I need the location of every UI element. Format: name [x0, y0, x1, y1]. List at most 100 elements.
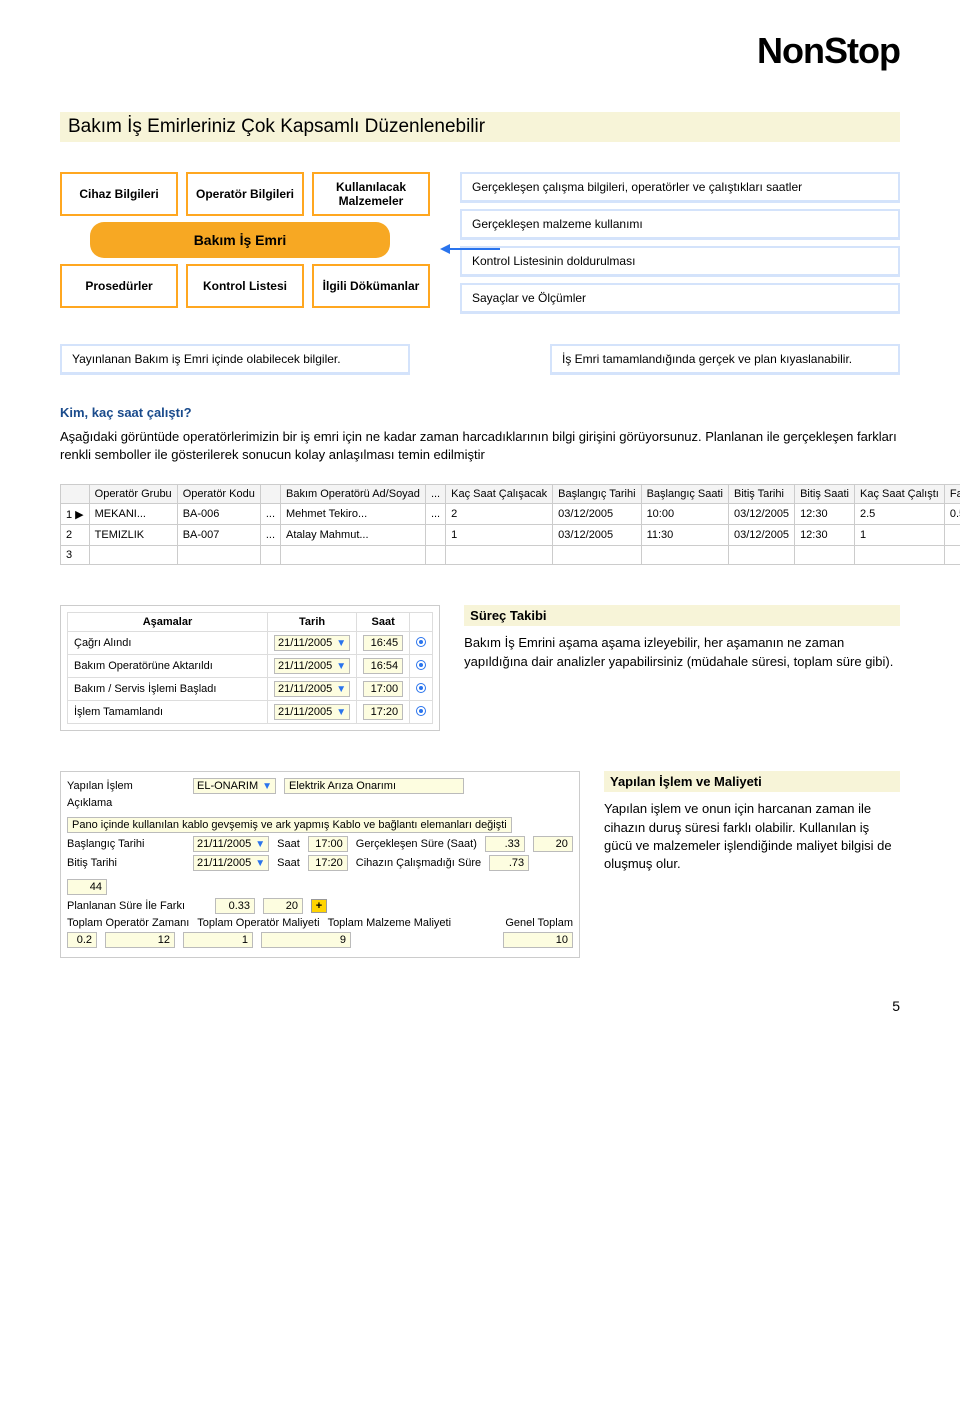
op-td: 03/12/2005 — [729, 504, 795, 525]
op-td: Mehmet Tekiro... — [281, 504, 426, 525]
op-td — [944, 525, 960, 546]
lbl-yapilan: Yapılan İşlem — [67, 780, 185, 792]
stages-shot: Aşamalar Tarih Saat Çağrı Alındı21/11/20… — [60, 605, 440, 731]
c-m: 44 — [67, 879, 107, 895]
stage-time[interactable]: 16:45 — [357, 632, 410, 655]
op-td: 12:30 — [795, 504, 855, 525]
op-td: ... — [260, 504, 280, 525]
bit-tarih-dd[interactable]: 21/11/2005▼ — [193, 855, 269, 871]
arrow-icon — [440, 242, 500, 256]
op-td — [553, 546, 641, 565]
op-td: 2.5 — [854, 504, 944, 525]
page-title: Bakım İş Emirleriniz Çok Kapsamlı Düzenl… — [60, 112, 900, 142]
op-td: 11:30 — [641, 525, 728, 546]
op-td: Atalay Mahmut... — [281, 525, 426, 546]
radio-dot-icon[interactable] — [410, 655, 433, 678]
section-body: Aşağıdaki görüntüde operatörlerimizin bi… — [60, 428, 900, 464]
radio-dot-icon[interactable] — [410, 678, 433, 701]
pf-b: 20 — [263, 898, 303, 914]
lbl-aciklama: Açıklama — [67, 797, 185, 809]
bas-saat[interactable]: 17:00 — [308, 836, 348, 852]
op-td: 2 — [61, 525, 90, 546]
op-td: 3 — [61, 546, 90, 565]
right-note-0: Gerçekleşen çalışma bilgileri, operatörl… — [460, 172, 900, 203]
op-td — [177, 546, 260, 565]
op-td: 2 — [446, 504, 553, 525]
right-note-3: Sayaçlar ve Ölçümler — [460, 283, 900, 314]
diag-bot-2: İlgili Dökümanlar — [312, 264, 430, 308]
op-td: 10:00 — [641, 504, 728, 525]
lbl-baslangic: Başlangıç Tarihi — [67, 838, 185, 850]
op-td: BA-007 — [177, 525, 260, 546]
op-td: 03/12/2005 — [729, 525, 795, 546]
op-td: ... — [260, 525, 280, 546]
stage-date[interactable]: 21/11/2005▼ — [268, 701, 357, 724]
stage-name: Çağrı Alındı — [68, 632, 268, 655]
op-td: 03/12/2005 — [553, 504, 641, 525]
stage-date[interactable]: 21/11/2005▼ — [268, 678, 357, 701]
op-th: Başlangıç Tarihi — [553, 485, 641, 504]
stages-h0: Aşamalar — [68, 613, 268, 632]
lbl-bitis: Bitiş Tarihi — [67, 857, 185, 869]
op-th: Kaç Saat Çalıştı — [854, 485, 944, 504]
stages-h1: Tarih — [268, 613, 357, 632]
stages-side-body: Bakım İş Emrini aşama aşama izleyebilir,… — [464, 634, 900, 670]
op-td — [795, 546, 855, 565]
radio-dot-icon[interactable] — [410, 701, 433, 724]
job-shot: Yapılan İşlem EL-ONARIM▼ Elektrik Arıza … — [60, 771, 580, 958]
table-row: İşlem Tamamlandı21/11/2005▼17:20 — [68, 701, 433, 724]
operator-table: Operatör GrubuOperatör KoduBakım Operatö… — [60, 484, 960, 565]
lbl-genel: Genel Toplam — [505, 917, 573, 929]
right-note-1: Gerçekleşen malzeme kullanımı — [460, 209, 900, 240]
op-td — [854, 546, 944, 565]
op-th: Bitiş Tarihi — [729, 485, 795, 504]
section-question: Kim, kaç saat çalıştı? — [60, 405, 900, 420]
op-th — [61, 485, 90, 504]
stage-date[interactable]: 21/11/2005▼ — [268, 632, 357, 655]
stage-name: İşlem Tamamlandı — [68, 701, 268, 724]
stage-date[interactable]: 21/11/2005▼ — [268, 655, 357, 678]
page-number: 5 — [60, 998, 900, 1014]
op-th: Kaç Saat Çalışacak — [446, 485, 553, 504]
v-tom: 12 — [105, 932, 175, 948]
stages-h2: Saat — [357, 613, 410, 632]
op-td: 12:30 — [795, 525, 855, 546]
op-th: Operatör Grubu — [89, 485, 177, 504]
lbl-saat1: Saat — [277, 838, 300, 850]
lbl-csure: Cihazın Çalışmadığı Süre — [356, 857, 481, 869]
table-row: Bakım Operatörüne Aktarıldı21/11/2005▼16… — [68, 655, 433, 678]
op-th — [260, 485, 280, 504]
bit-saat[interactable]: 17:20 — [308, 855, 348, 871]
lbl-saat2: Saat — [277, 857, 300, 869]
table-row: 1 ▶MEKANI...BA-006...Mehmet Tekiro......… — [61, 504, 960, 525]
op-td: 0.5 — [944, 504, 960, 525]
v-tmal: 9 — [261, 932, 351, 948]
stage-time[interactable]: 17:00 — [357, 678, 410, 701]
diag-bot-0: Prosedürler — [60, 264, 178, 308]
diag-top-1: Operatör Bilgileri — [186, 172, 304, 216]
stage-time[interactable]: 17:20 — [357, 701, 410, 724]
table-row: Çağrı Alındı21/11/2005▼16:45 — [68, 632, 433, 655]
lbl-tom: Toplam Operatör Maliyeti — [197, 917, 319, 929]
c-h: .73 — [489, 855, 529, 871]
op-th: Fark — [944, 485, 960, 504]
op-td — [260, 546, 280, 565]
bas-tarih-dd[interactable]: 21/11/2005▼ — [193, 836, 269, 852]
op-td — [425, 546, 445, 565]
op-td: 1 ▶ — [61, 504, 90, 525]
islem-kod-dd[interactable]: EL-ONARIM▼ — [193, 778, 276, 794]
stage-time[interactable]: 16:54 — [357, 655, 410, 678]
op-td: BA-006 — [177, 504, 260, 525]
op-td — [281, 546, 426, 565]
op-td — [944, 546, 960, 565]
lbl-tmal: Toplam Malzeme Maliyeti — [328, 917, 451, 929]
stage-name: Bakım Operatörüne Aktarıldı — [68, 655, 268, 678]
op-td — [446, 546, 553, 565]
aciklama-text: Pano içinde kullanılan kablo gevşemiş ve… — [67, 817, 512, 833]
lbl-planfark: Planlanan Süre İle Farkı — [67, 900, 207, 912]
table-row: 2TEMIZLIKBA-007...Atalay Mahmut...103/12… — [61, 525, 960, 546]
op-td — [425, 525, 445, 546]
op-td: 03/12/2005 — [553, 525, 641, 546]
radio-dot-icon[interactable] — [410, 632, 433, 655]
diag-middle: Bakım İş Emri — [90, 222, 390, 258]
